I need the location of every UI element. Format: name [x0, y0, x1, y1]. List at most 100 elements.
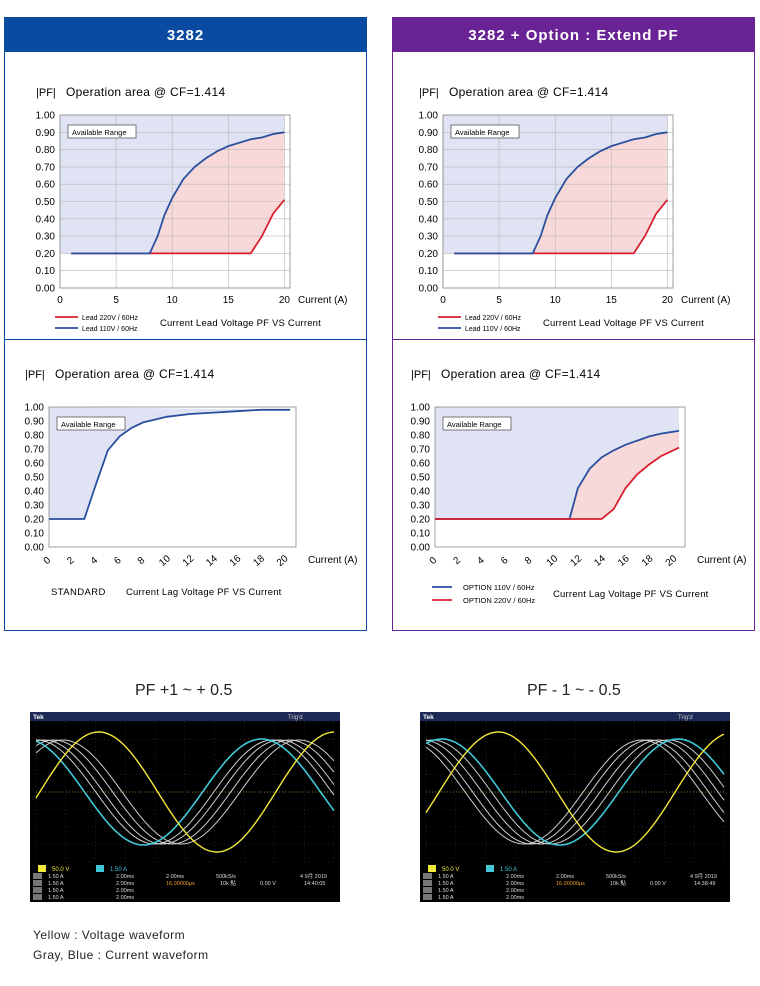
chart3-series-line-1 [435, 446, 680, 520]
chart3-ytick-label: 1.00 [411, 403, 431, 414]
chart0-ytick-label: 0.50 [36, 197, 56, 208]
chart3-title: Operation area @ CF=1.414 [441, 367, 600, 381]
scope-ref-badge [33, 873, 42, 879]
scope-current-blue [425, 738, 725, 846]
chart3-xlabel: Current (A) [697, 555, 746, 566]
panel-3282-lag: |PF| Operation area @ CF=1.414 0.00 0.10 0.2… [4, 340, 367, 631]
chart2-ytick-label: 0.00 [25, 543, 45, 554]
scope-ref-time: 2.00ms [116, 874, 134, 880]
scope-ch1-scale: 50.0 V [442, 867, 459, 873]
chart3-xtick-label: 2 [452, 555, 464, 567]
chart3-xtick-label: 8 [523, 555, 535, 567]
chart3-ylabel: |PF| [411, 369, 431, 381]
chart1-ytick-label: 0.70 [419, 162, 439, 173]
scope-rate: 500kS/s [606, 874, 626, 880]
scope-topbar [420, 712, 730, 721]
chart3-xtick-label: 10 [545, 553, 561, 569]
chart0-legend-label-1: Lead 110V / 60Hz [82, 326, 138, 333]
chart-lag-standard: |PF| Operation area @ CF=1.414 0.00 0.10 0.2… [25, 367, 358, 598]
chart2-ytick-label: 0.20 [25, 515, 45, 526]
header-3282: 3282 [5, 18, 366, 52]
scope-ref-scale: 1.50 A [438, 881, 454, 887]
chart2-title: Operation area @ CF=1.414 [55, 367, 214, 381]
chart0-xtick-label: 10 [167, 295, 179, 306]
chart0-ytick-label: 0.30 [36, 232, 56, 243]
chart0-ytick-label: 1.00 [36, 111, 56, 122]
chart0-legend-label-0: Lead 220V / 60Hz [82, 315, 139, 322]
chart2-ytick-label: 0.50 [25, 473, 45, 484]
chart2-ytick-label: 0.70 [25, 445, 45, 456]
scope-ref-badge [423, 887, 432, 893]
chart1-xtick-label: 20 [662, 295, 674, 306]
chart1-legend-label-1: Lead 110V / 60Hz [465, 326, 521, 333]
scope-current-gray-3 [425, 739, 725, 845]
chart2-xtick-label: 10 [157, 553, 173, 569]
scope-ch2-scale: 1.50 A [500, 867, 517, 873]
scope-ch1-badge [428, 865, 436, 872]
scope-current-gray-2 [35, 739, 335, 845]
chart1-xtick-label: 0 [440, 295, 446, 306]
scope-ch2-badge [486, 865, 494, 872]
chart1-xtick-label: 10 [550, 295, 562, 306]
scope-ref-badge [423, 873, 432, 879]
chart2-ytick-label: 0.30 [25, 501, 45, 512]
chart0-ytick-label: 0.00 [36, 284, 56, 295]
chart3-ytick-label: 0.90 [411, 417, 431, 428]
scope-rate: 500kS/s [216, 874, 236, 880]
chart3-ytick-label: 0.30 [411, 501, 431, 512]
chart0-xlabel: Current (A) [298, 295, 347, 306]
chart2-available-area [49, 407, 291, 519]
chart3-ytick-label: 0.10 [411, 529, 431, 540]
chart3-xtick-label: 14 [592, 553, 608, 569]
chart0-ytick-label: 0.20 [36, 249, 56, 260]
chart1-ytick-label: 0.40 [419, 214, 439, 225]
chart0-ytick-label: 0.40 [36, 214, 56, 225]
scope-date: 4 9月 2019 [690, 873, 717, 880]
chart2-ytick-label: 1.00 [25, 403, 45, 414]
chart0-extended-area [71, 132, 285, 254]
chart1-ytick-label: 0.10 [419, 266, 439, 277]
scope-current-gray-3 [36, 739, 335, 845]
chart3-ytick-label: 0.50 [411, 473, 431, 484]
scope-record: 10k 點 [610, 879, 626, 887]
scope-ref-time: 2.00ms [116, 895, 134, 901]
chart3-xtick-label: 18 [640, 553, 656, 569]
chart0-ytick-label: 0.80 [36, 145, 56, 156]
scope-ref-scale: 1.50 A [48, 881, 64, 887]
chart0-series-line-1 [71, 131, 285, 255]
scope-trigger-level: 0.00 V [650, 881, 666, 887]
chart1-ytick-label: 0.60 [419, 180, 439, 191]
scope-trigger-level: 0.00 V [260, 881, 276, 887]
scope-ref-time: 2.00ms [506, 874, 524, 880]
chart-lead-standard: |PF| Operation area @ CF=1.414 0.00 0.10 0.2… [36, 85, 348, 333]
panel-3282-option-lead: 3282 + Option : Extend PF |PF| Operation … [392, 17, 755, 340]
scope-brand: Tek [33, 714, 44, 721]
chart1-annotation-text: Available Range [455, 128, 510, 137]
chart-lead-option: |PF| Operation area @ CF=1.414 0.00 0.10 0.2… [419, 85, 731, 333]
scope-ref-scale: 1.50 A [48, 874, 64, 880]
chart2-standard-label: STANDARD [51, 587, 106, 598]
chart0-title: Operation area @ CF=1.414 [66, 85, 225, 99]
scope-ref-time: 2.00ms [116, 888, 134, 894]
chart3-legend-label-1: OPTION 220V / 60Hz [463, 596, 535, 605]
scope-current-gray-0 [425, 739, 725, 845]
scope-ref-time: 2.00ms [506, 895, 524, 901]
chart2-annotation-text: Available Range [61, 420, 116, 429]
chart3-annotation-box [442, 416, 512, 431]
chart3-caption: Current Lag Voltage PF VS Current [553, 589, 709, 600]
scope-ref-scale: 1.50 A [48, 888, 64, 894]
chart2-xtick-label: 8 [136, 555, 148, 567]
chart2-xtick-label: 2 [65, 555, 77, 567]
chart2-xtick-label: 12 [181, 553, 197, 569]
chart0-annotation-box [67, 124, 137, 139]
scope-ch2-scale: 1.50 A [110, 867, 127, 873]
chart3-legend-label-0: OPTION 110V / 60Hz [463, 583, 535, 592]
scope-current-blue [35, 738, 335, 846]
chart0-ytick-label: 0.60 [36, 180, 56, 191]
scope-trig-status: Trig'd [288, 715, 303, 721]
chart3-extended-area [435, 430, 680, 519]
scope-ch1-scale: 50.0 V [52, 867, 69, 873]
chart1-ytick-label: 0.20 [419, 249, 439, 260]
